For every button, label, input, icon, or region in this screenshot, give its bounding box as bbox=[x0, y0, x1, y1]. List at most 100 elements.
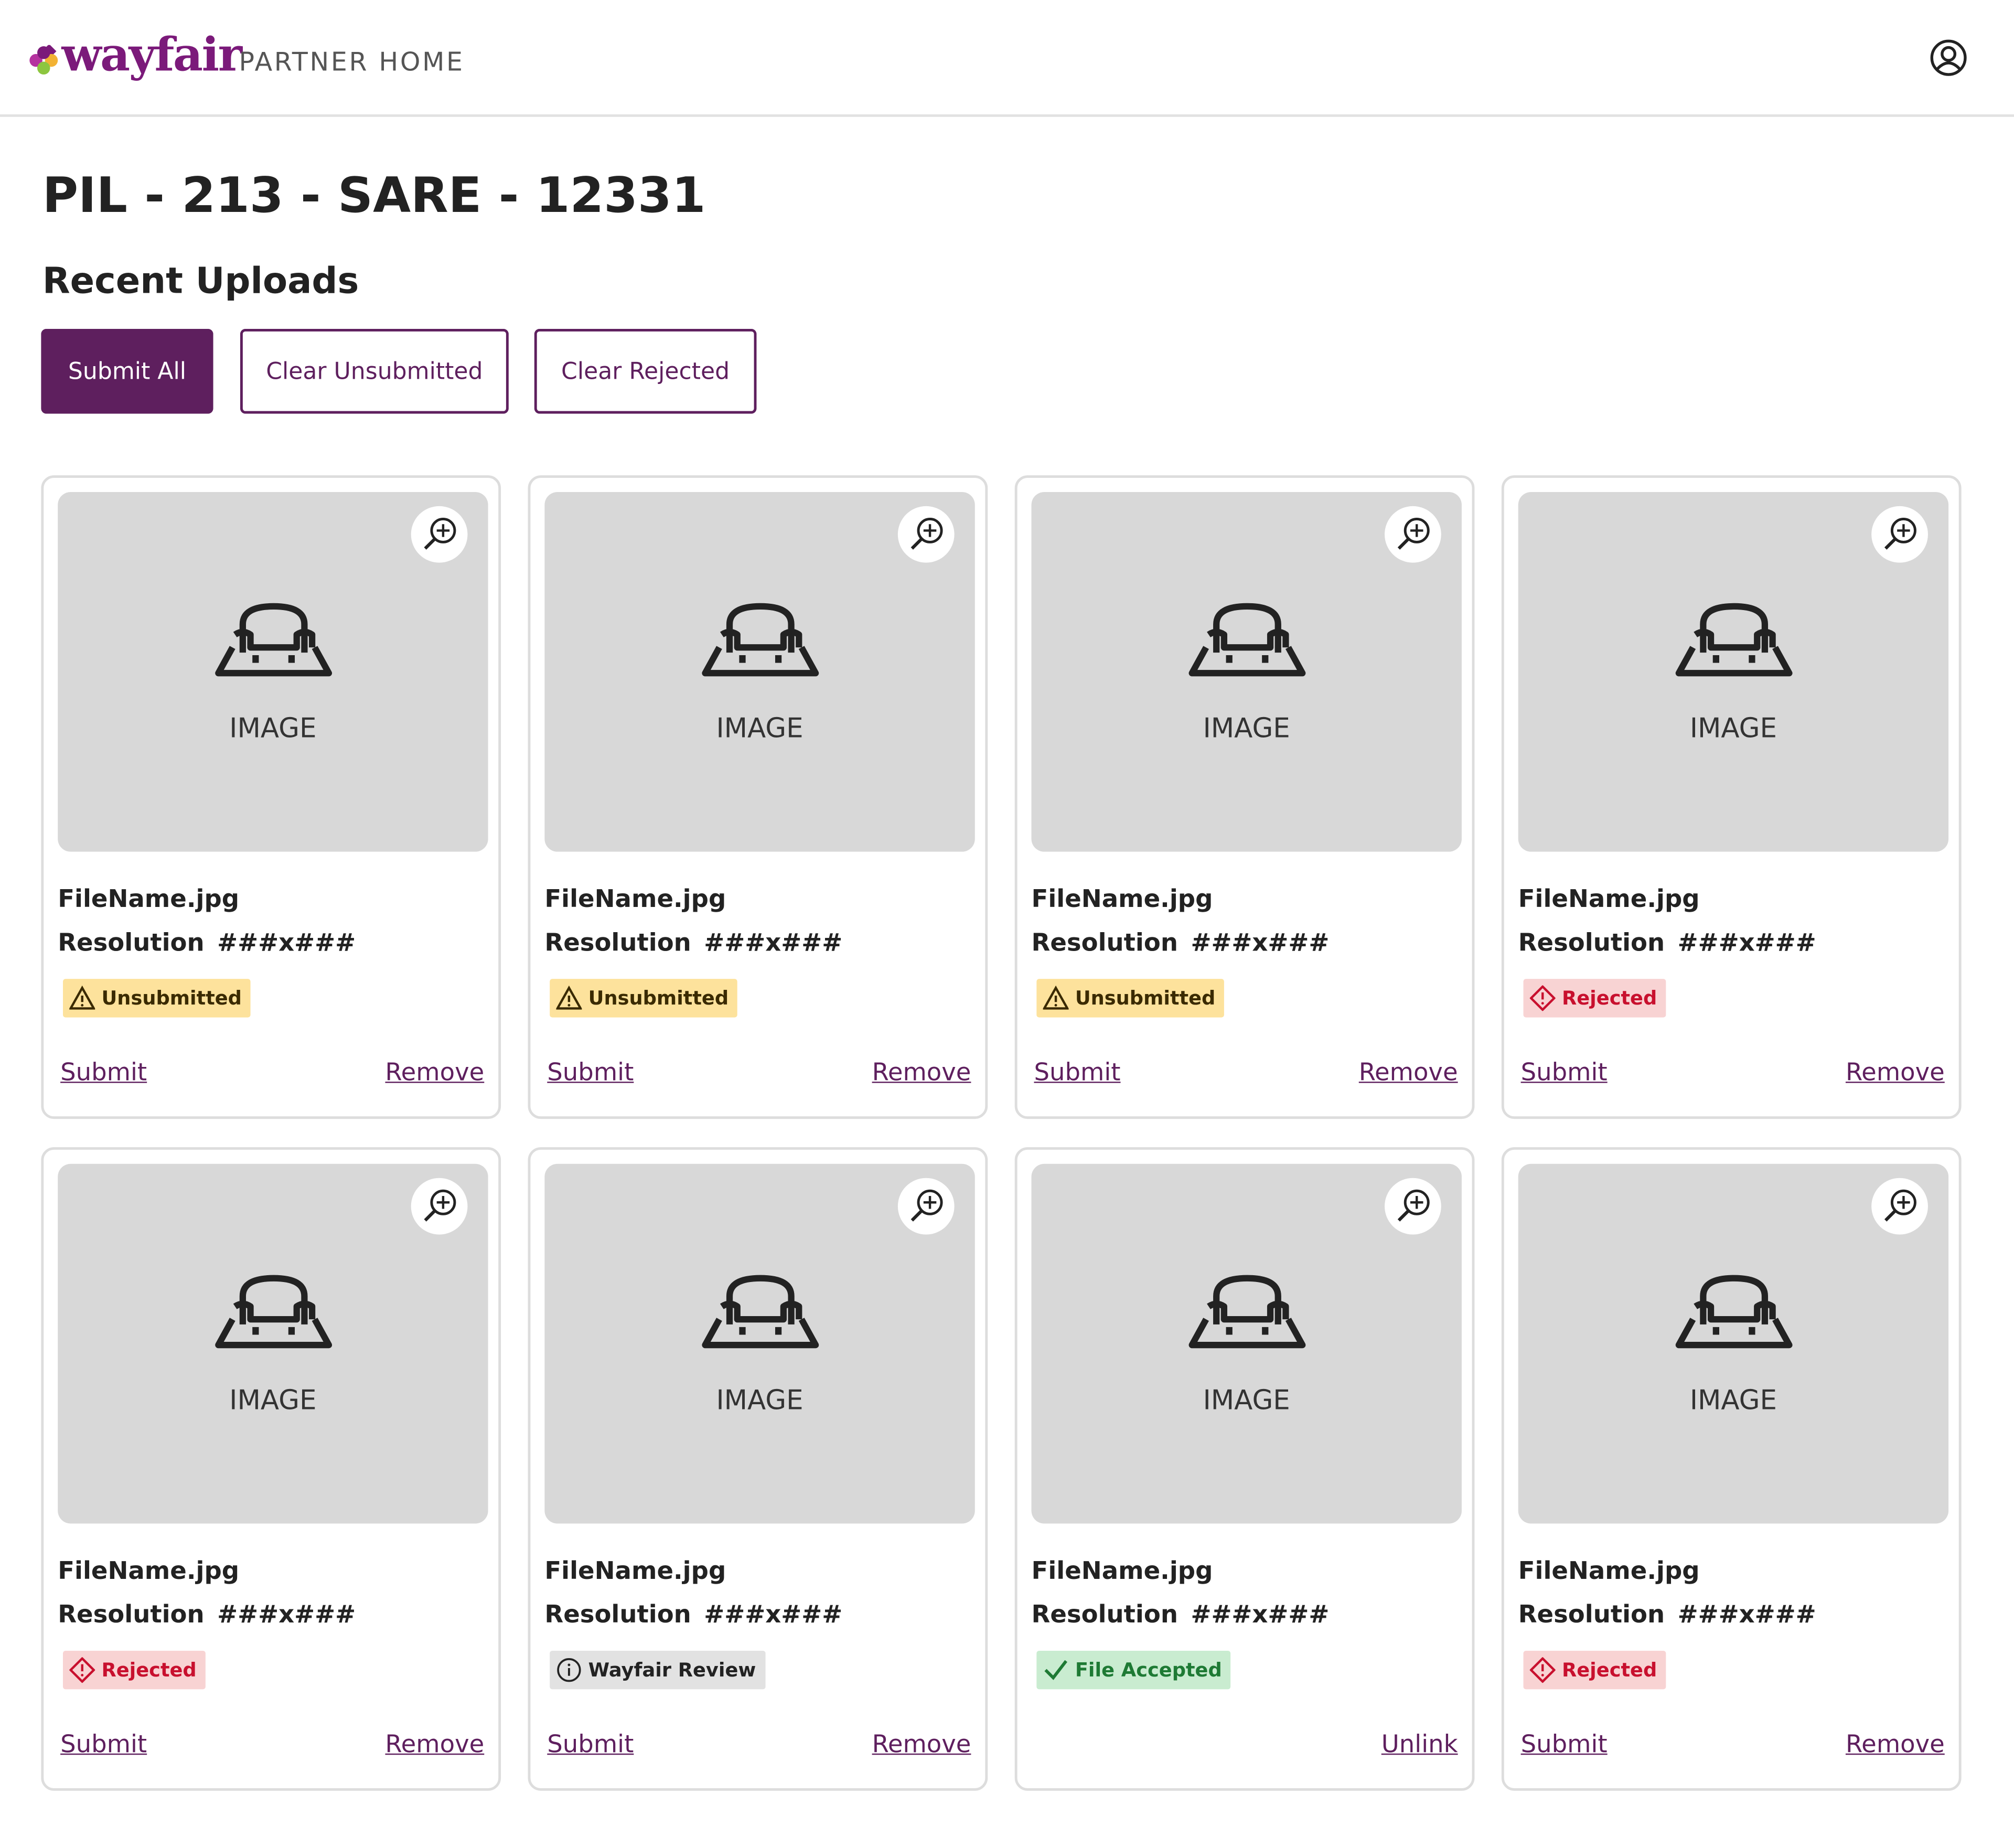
image-label: IMAGE bbox=[1203, 1385, 1290, 1416]
upload-card: IMAGE FileName.jpg Resolution ###x### Unsubm… bbox=[528, 475, 988, 1119]
status-badge: Rejected bbox=[63, 1650, 206, 1690]
status-icon bbox=[1043, 985, 1069, 1010]
image-label: IMAGE bbox=[1203, 713, 1290, 744]
action-link[interactable]: Submit bbox=[60, 1058, 147, 1087]
file-name: FileName.jpg bbox=[1031, 885, 1213, 914]
upload-card: IMAGE FileName.jpg Resolution ###x### Unsubm… bbox=[1014, 475, 1475, 1119]
resolution-value: ###x### bbox=[1677, 1600, 1816, 1629]
image-label: IMAGE bbox=[229, 1385, 317, 1416]
action-link[interactable]: Remove bbox=[385, 1058, 485, 1087]
zoom-button[interactable] bbox=[1384, 505, 1443, 564]
action-link[interactable]: Remove bbox=[1845, 1058, 1945, 1087]
file-name: FileName.jpg bbox=[58, 885, 240, 914]
image-label: IMAGE bbox=[229, 713, 317, 744]
action-link[interactable]: Submit bbox=[1520, 1730, 1608, 1759]
resolution-label: Resolution bbox=[1518, 928, 1665, 957]
resolution: Resolution ###x### bbox=[1518, 1600, 1816, 1629]
logo-mark bbox=[29, 45, 58, 75]
header: wayfair PARTNER HOME bbox=[0, 0, 2014, 117]
clear-rejected-button[interactable]: Clear Rejected bbox=[534, 328, 757, 414]
status-icon bbox=[557, 1658, 581, 1682]
file-name: FileName.jpg bbox=[1518, 1557, 1700, 1586]
resolution: Resolution ###x### bbox=[1032, 1600, 1330, 1629]
upload-card: IMAGE FileName.jpg Resolution ###x### Reject… bbox=[1501, 475, 1962, 1119]
resolution-label: Resolution bbox=[58, 928, 205, 957]
resolution-label: Resolution bbox=[1518, 1600, 1665, 1629]
image-label: IMAGE bbox=[1689, 713, 1777, 744]
action-link[interactable]: Submit bbox=[1520, 1058, 1608, 1087]
resolution: Resolution ###x### bbox=[58, 929, 356, 957]
resolution: Resolution ###x### bbox=[58, 1600, 356, 1629]
status-label: Wayfair Review bbox=[588, 1658, 756, 1682]
resolution-label: Resolution bbox=[58, 1600, 205, 1629]
upload-card: IMAGE FileName.jpg Resolution ###x### Wayfai… bbox=[528, 1147, 988, 1791]
image-placeholder-icon bbox=[1675, 603, 1793, 677]
resolution-value: ###x### bbox=[217, 928, 356, 957]
zoom-button[interactable] bbox=[896, 505, 956, 564]
zoom-button[interactable] bbox=[1870, 505, 1930, 564]
image-preview: IMAGE bbox=[1031, 492, 1462, 852]
upload-card: IMAGE FileName.jpg Resolution ###x### File A… bbox=[1014, 1147, 1475, 1791]
upload-card: IMAGE FileName.jpg Resolution ###x### Reject… bbox=[1501, 1147, 1962, 1791]
resolution-label: Resolution bbox=[544, 928, 691, 957]
status-icon bbox=[69, 1657, 95, 1683]
status-badge: Unsubmitted bbox=[63, 979, 251, 1018]
resolution-value: ###x### bbox=[704, 1600, 843, 1629]
status-badge: Rejected bbox=[1523, 1650, 1666, 1690]
resolution-label: Resolution bbox=[1031, 928, 1178, 957]
image-placeholder-icon bbox=[1188, 603, 1306, 677]
action-link[interactable]: Remove bbox=[872, 1058, 971, 1087]
status-badge: Unsubmitted bbox=[550, 979, 738, 1018]
image-preview: IMAGE bbox=[58, 1163, 488, 1524]
image-preview: IMAGE bbox=[1518, 1163, 1949, 1524]
status-label: Rejected bbox=[1561, 1658, 1657, 1682]
action-link[interactable]: Unlink bbox=[1381, 1730, 1458, 1759]
resolution-label: Resolution bbox=[544, 1600, 691, 1629]
status-badge: Rejected bbox=[1523, 979, 1666, 1018]
status-label: Unsubmitted bbox=[588, 986, 729, 1010]
action-link[interactable]: Remove bbox=[1358, 1058, 1458, 1087]
action-link[interactable]: Remove bbox=[385, 1730, 485, 1759]
resolution: Resolution ###x### bbox=[544, 1600, 842, 1629]
image-label: IMAGE bbox=[1689, 1385, 1777, 1416]
action-link[interactable]: Submit bbox=[1034, 1058, 1121, 1087]
logo-subtitle: PARTNER HOME bbox=[239, 46, 465, 77]
action-link[interactable]: Remove bbox=[872, 1730, 971, 1759]
image-placeholder-icon bbox=[215, 603, 333, 677]
logo[interactable]: wayfair bbox=[61, 28, 243, 82]
file-name: FileName.jpg bbox=[1031, 1557, 1213, 1586]
resolution-label: Resolution bbox=[1031, 1600, 1178, 1629]
clear-unsubmitted-button[interactable]: Clear Unsubmitted bbox=[240, 328, 509, 414]
status-label: Unsubmitted bbox=[1075, 986, 1216, 1010]
image-preview: IMAGE bbox=[1031, 1163, 1462, 1524]
section-heading: Recent Uploads bbox=[42, 259, 359, 302]
page-title: PIL - 213 - SARE - 12331 bbox=[42, 167, 706, 224]
image-preview: IMAGE bbox=[58, 492, 488, 852]
file-name: FileName.jpg bbox=[544, 885, 726, 914]
resolution: Resolution ###x### bbox=[1518, 929, 1816, 957]
action-link[interactable]: Submit bbox=[547, 1730, 634, 1759]
action-link[interactable]: Submit bbox=[60, 1730, 147, 1759]
zoom-button[interactable] bbox=[410, 1177, 469, 1236]
resolution-value: ###x### bbox=[1191, 928, 1330, 957]
status-label: Rejected bbox=[101, 1658, 197, 1682]
zoom-button[interactable] bbox=[410, 505, 469, 564]
image-label: IMAGE bbox=[716, 1385, 804, 1416]
zoom-button[interactable] bbox=[1384, 1177, 1443, 1236]
account-icon[interactable] bbox=[1929, 38, 1967, 77]
status-badge: Wayfair Review bbox=[550, 1650, 765, 1690]
action-link[interactable]: Remove bbox=[1845, 1730, 1945, 1759]
status-label: File Accepted bbox=[1075, 1658, 1222, 1682]
zoom-button[interactable] bbox=[1870, 1177, 1930, 1236]
status-icon bbox=[1529, 1657, 1556, 1683]
image-placeholder-icon bbox=[1675, 1275, 1793, 1349]
submit-all-button[interactable]: Submit All bbox=[41, 328, 213, 414]
image-preview: IMAGE bbox=[544, 1163, 975, 1524]
image-placeholder-icon bbox=[1188, 1275, 1306, 1349]
file-name: FileName.jpg bbox=[58, 1557, 240, 1586]
image-preview: IMAGE bbox=[1518, 492, 1949, 852]
zoom-button[interactable] bbox=[896, 1177, 956, 1236]
action-link[interactable]: Submit bbox=[547, 1058, 634, 1087]
image-preview: IMAGE bbox=[544, 492, 975, 852]
